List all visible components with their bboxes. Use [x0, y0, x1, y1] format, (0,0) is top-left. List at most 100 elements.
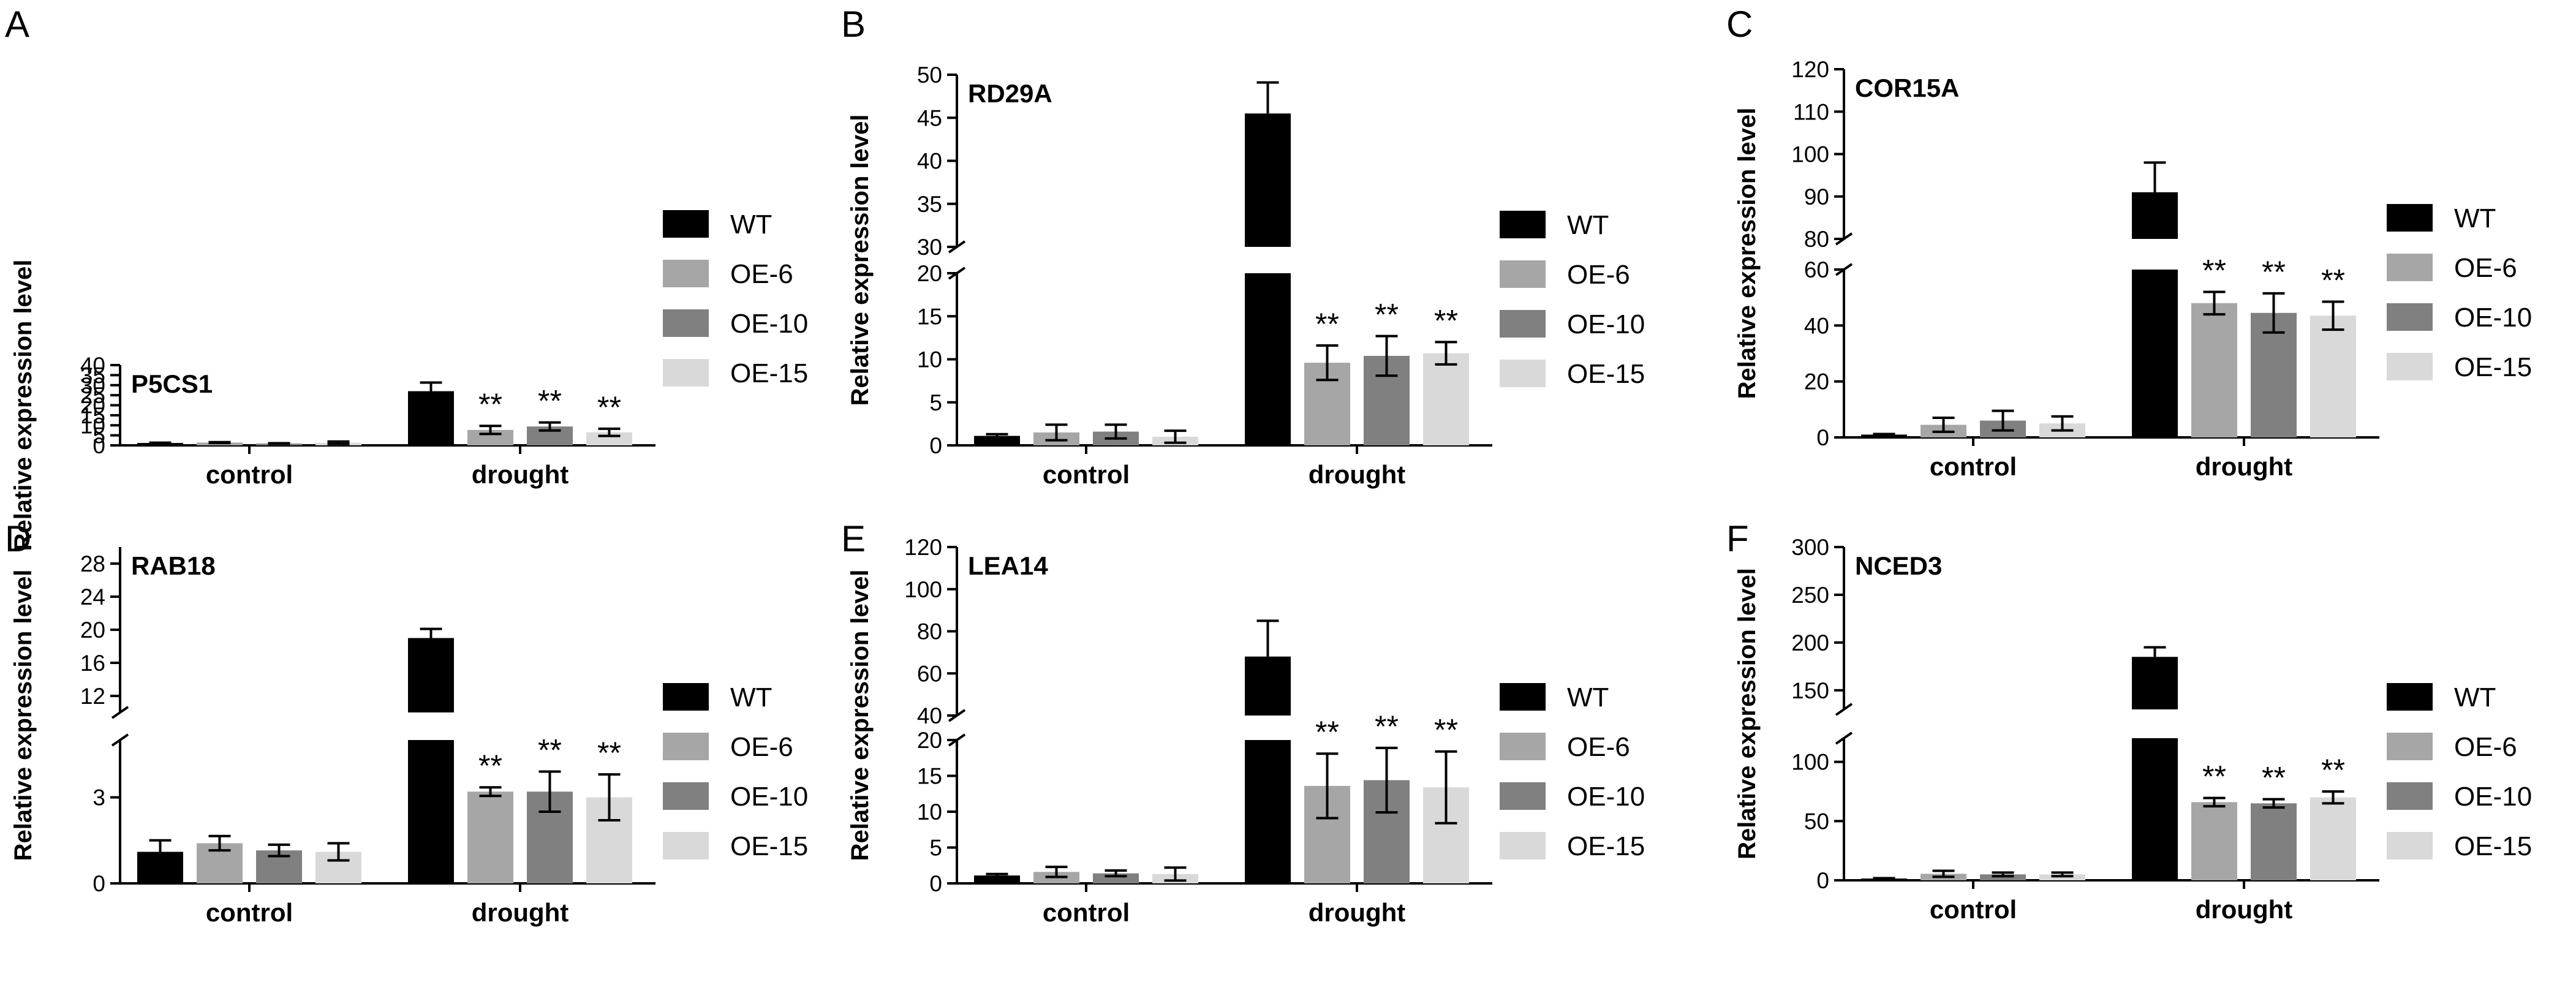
- y-tick-label: 60: [917, 661, 942, 686]
- category-label-drought: drought: [472, 898, 569, 927]
- legend-swatch: [1500, 260, 1546, 288]
- category-label-drought: drought: [2196, 895, 2293, 924]
- y-tick-label: 0: [929, 871, 942, 896]
- significance-mark: **: [538, 733, 562, 767]
- category-label-control: control: [206, 898, 293, 927]
- legend-label: OE-10: [2454, 303, 2532, 333]
- category-label-control: control: [206, 460, 293, 489]
- y-tick-label: 20: [80, 618, 105, 643]
- legend-swatch: [2387, 204, 2433, 232]
- y-tick-label: 15: [917, 304, 942, 329]
- legend-label: OE-10: [1567, 309, 1645, 339]
- bar: [2251, 803, 2297, 880]
- bar: [1423, 353, 1469, 445]
- y-tick-label: 100: [1791, 750, 1829, 775]
- gene-title: NCED3: [1855, 551, 1942, 580]
- error-bar: [479, 425, 502, 436]
- bar: [2132, 738, 2178, 880]
- error-bar: [2144, 646, 2166, 657]
- category-label-control: control: [1930, 895, 2017, 924]
- significance-mark: **: [538, 384, 562, 418]
- gene-title: RD29A: [968, 79, 1052, 108]
- category-label-control: control: [1930, 452, 2017, 481]
- error-bar: [1992, 409, 2014, 432]
- panel-letter: E: [841, 518, 866, 559]
- error-bar: [1932, 417, 1955, 433]
- chart-panel-c: C Relative expression level COR15A 0 20 40 60 8…: [1726, 4, 2532, 481]
- panel-letter: D: [5, 518, 31, 559]
- significance-mark: **: [2202, 760, 2226, 794]
- legend-label: OE-15: [730, 831, 808, 861]
- legend-swatch: [1500, 832, 1546, 859]
- error-bar: [1932, 869, 1955, 878]
- legend-swatch: [1500, 782, 1546, 810]
- significance-mark: **: [1434, 713, 1458, 747]
- y-tick-label: 5: [93, 423, 105, 448]
- legend-label: OE-10: [2454, 782, 2532, 812]
- error-bar: [1105, 869, 1127, 878]
- error-bar: [1164, 429, 1187, 444]
- significance-mark: **: [1375, 298, 1399, 332]
- error-bar: [2144, 161, 2166, 192]
- y-tick-label: 50: [917, 62, 942, 88]
- error-bar: [1992, 871, 2014, 878]
- y-axis-label: Relative expression level: [1734, 568, 1761, 859]
- significance-mark: **: [2321, 753, 2345, 787]
- y-tick-label: 12: [80, 684, 105, 709]
- legend-swatch: [1500, 360, 1546, 387]
- legend-label: WT: [730, 210, 772, 240]
- legend-swatch: [2387, 782, 2433, 810]
- significance-mark: **: [1315, 307, 1339, 341]
- bar: [974, 875, 1020, 883]
- axis-break-mark: [111, 733, 129, 747]
- legend-label: OE-15: [2454, 352, 2532, 382]
- y-tick-label: 20: [917, 728, 942, 753]
- bar: [1245, 273, 1291, 445]
- y-tick-label: 0: [93, 871, 105, 896]
- y-tick-label: 10: [80, 413, 105, 438]
- error-bar: [1316, 344, 1339, 382]
- error-bar: [208, 834, 231, 852]
- legend-label: WT: [730, 682, 772, 712]
- chart-panel-d: D Relative expression level RAB18 0 3 12 16 20 2…: [5, 518, 808, 927]
- bar: [2310, 797, 2356, 880]
- y-tick-label: 80: [917, 619, 942, 644]
- error-bar: [268, 843, 290, 858]
- error-bar: [1316, 752, 1339, 820]
- y-tick-label: 35: [917, 192, 942, 217]
- legend-swatch: [2387, 733, 2433, 760]
- y-tick-label: 28: [80, 551, 105, 576]
- y-tick-label: 40: [917, 149, 942, 174]
- significance-mark: **: [2262, 761, 2286, 795]
- bar: [467, 791, 513, 883]
- error-bar: [1105, 423, 1127, 440]
- y-tick-label: 40: [917, 703, 942, 728]
- axis-break-mark: [111, 706, 129, 719]
- legend-label: OE-6: [2454, 732, 2517, 762]
- legend-label: OE-6: [730, 732, 793, 762]
- legend-label: OE-15: [2454, 831, 2532, 861]
- axis-break-mark: [1835, 731, 1853, 745]
- legend-swatch: [2387, 353, 2433, 380]
- legend-swatch: [663, 359, 709, 387]
- legend-label: OE-15: [730, 358, 808, 388]
- y-tick-label: 100: [1791, 142, 1829, 167]
- legend-swatch: [1500, 211, 1546, 238]
- error-bar: [1164, 866, 1187, 882]
- bar: [586, 432, 632, 445]
- bar: [408, 638, 454, 712]
- error-bar: [598, 773, 621, 822]
- y-tick-label: 3: [93, 785, 105, 810]
- legend-swatch: [1500, 733, 1546, 760]
- category-label-drought: drought: [472, 460, 569, 489]
- y-tick-label: 300: [1791, 535, 1829, 560]
- error-bar: [1435, 341, 1457, 366]
- error-bar: [2322, 300, 2344, 331]
- error-bar: [1045, 423, 1068, 442]
- error-bar: [1256, 81, 1279, 114]
- category-label-drought: drought: [1309, 898, 1406, 927]
- bar: [408, 740, 454, 883]
- bar: [2132, 192, 2178, 239]
- y-tick-label: 200: [1791, 630, 1829, 655]
